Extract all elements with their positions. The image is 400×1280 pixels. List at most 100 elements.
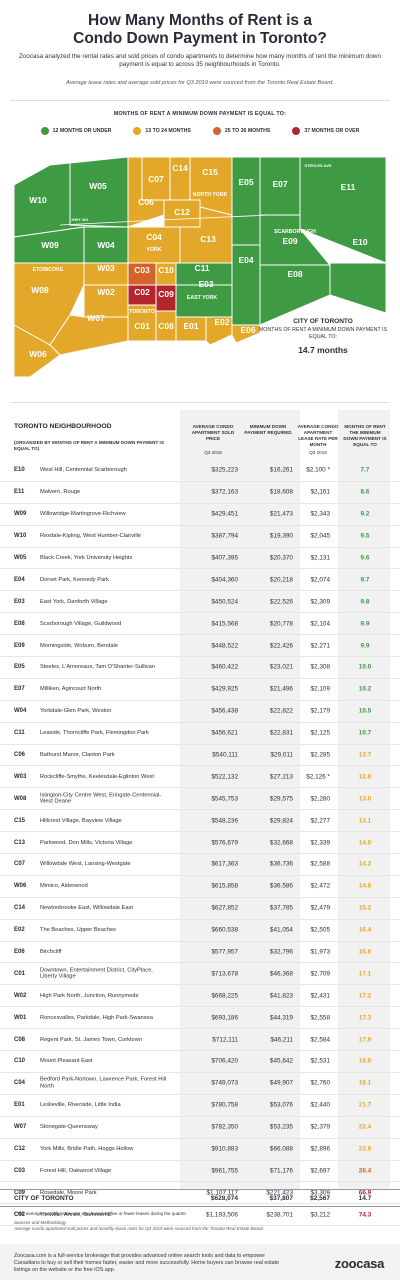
- row-months: 18.0: [358, 1057, 372, 1065]
- table-row: W07 Stonegate-Queensway $782,350 $53,235 $2,…: [0, 1117, 400, 1139]
- row-neighbourhood: Milliken, Agincourt North: [40, 686, 102, 693]
- row-neighbourhood: Downtown, Entertainment District, CityPl…: [40, 967, 153, 980]
- row-months: 9.6: [360, 554, 370, 562]
- map-label: W07: [87, 313, 105, 323]
- row-months: 16.6: [358, 948, 372, 956]
- row-down-payment: $27,213: [269, 773, 293, 781]
- map-label: E01: [183, 321, 198, 331]
- table-row: C03 Forest Hill, Oakwood Village $961,755 $…: [0, 1161, 400, 1183]
- row-neighbourhood: Newtonbrooke East, Willowdale East: [40, 905, 133, 912]
- row-neighbourhood: Willowridge-Martingrove-Richview: [40, 511, 126, 518]
- row-neighbourhood: Yorkdale-Glen Park, Weston: [40, 708, 112, 715]
- divider: [10, 402, 390, 403]
- row-down-payment: $46,211: [270, 1036, 293, 1044]
- row-sold-price: $660,538: [211, 926, 238, 934]
- row-down-payment: $46,368: [269, 970, 293, 978]
- map-label: C15: [202, 167, 218, 177]
- map-label: C07: [148, 174, 164, 184]
- row-months: 9.9: [360, 642, 370, 650]
- row-months: 74.3: [358, 1211, 372, 1219]
- row-sold-price: $617,363: [211, 860, 238, 868]
- footer: Zoocasa.com is a full-service brokerage …: [0, 1244, 400, 1280]
- table-row: W05 Black Creek, York University Heights $…: [0, 548, 400, 570]
- row-months: 17.2: [358, 992, 372, 1000]
- header-sold-quarter: Q3 2019: [204, 450, 222, 455]
- row-down-payment: $29,575: [269, 795, 293, 803]
- row-lease-rate: $2,308: [310, 663, 330, 671]
- map-label: W09: [41, 240, 59, 250]
- row-code: E02: [14, 927, 25, 934]
- row-sold-price: $668,225: [211, 992, 238, 1000]
- city-name: CITY OF TORONTO: [293, 318, 353, 325]
- region-E02: [205, 316, 233, 346]
- row-months: 21.7: [358, 1101, 372, 1109]
- row-down-payment: $16,261: [269, 466, 293, 474]
- table-row: C02 Yorkville, Annex, Summerhill $1,193,50…: [0, 1204, 400, 1227]
- row-down-payment: $49,907: [269, 1079, 293, 1087]
- header-neighbourhood: TORONTO NEIGHBOURHOOD: [14, 423, 112, 430]
- row-sold-price: $522,132: [211, 773, 238, 781]
- row-code: C09: [14, 1189, 26, 1196]
- row-lease-rate: $2,109: [310, 685, 330, 693]
- row-down-payment: $221,423: [266, 1189, 293, 1197]
- row-code: E11: [14, 489, 25, 496]
- row-neighbourhood: Islington-City Centre West, Eringate-Cen…: [40, 792, 162, 805]
- sources-text: Average condo apartment sold prices and …: [14, 1226, 264, 1231]
- row-code: W05: [14, 555, 27, 561]
- legend-item: 13 TO 24 MONTHS: [133, 127, 191, 135]
- map-label: E09: [282, 236, 297, 246]
- legend-swatch: [292, 127, 301, 135]
- row-down-payment: $66,088: [269, 1145, 293, 1153]
- row-months: 12.7: [358, 751, 372, 759]
- row-lease-rate: $2,472: [310, 882, 330, 890]
- title-line-1: How Many Months of Rent is a: [88, 12, 312, 29]
- map-label: C06: [138, 197, 154, 207]
- table-row: E03 East York, Danforth Village $450,524 $2…: [0, 591, 400, 614]
- footnote-asterisk: * The average monthly lease rate was bas…: [14, 1211, 188, 1216]
- table-row: C07 Willowdale West, Lansing-Westgate $617…: [0, 854, 400, 876]
- total-months: 14.7: [358, 1195, 372, 1202]
- row-code: C06: [14, 752, 26, 759]
- legend-label: 12 MONTHS OR UNDER: [52, 128, 112, 134]
- row-down-payment: $18,608: [269, 488, 293, 496]
- map-label: C02: [134, 287, 150, 297]
- map-label: W02: [97, 287, 115, 297]
- table-row: W04 Yorkdale-Glen Park, Weston $456,438 $22…: [0, 701, 400, 723]
- row-lease-rate: $2,379: [310, 1123, 330, 1131]
- row-months: 22.4: [358, 1123, 372, 1131]
- region-E06: [231, 324, 261, 344]
- legend: 12 MONTHS OR UNDER 13 TO 24 MONTHS 25 TO 3…: [0, 127, 400, 135]
- row-sold-price: $712,111: [212, 1036, 238, 1044]
- row-months: 18.1: [358, 1079, 372, 1087]
- row-neighbourhood: Leaside, Thorncliffe Park, Flemingdon Pa…: [40, 729, 149, 736]
- row-months: 16.4: [358, 926, 372, 934]
- row-code: C12: [14, 1146, 26, 1153]
- row-neighbourhood: Parkwood, Don Mills, Victoria Village: [40, 839, 133, 846]
- row-months: 8.6: [360, 488, 370, 496]
- row-lease-rate: $2,440: [310, 1101, 330, 1109]
- row-months: 10.0: [358, 663, 372, 671]
- table-row: E11 Malvern, Rouge $372,163 $18,608 $2,161 8.…: [0, 482, 400, 504]
- map-label: E10: [352, 237, 367, 247]
- row-code: C11: [14, 730, 25, 737]
- row-neighbourhood: The Beaches, Upper Beaches: [40, 926, 116, 933]
- total-label: CITY OF TORONTO: [14, 1195, 74, 1202]
- map-label: E02: [214, 317, 229, 327]
- map-label: TORONTO: [129, 309, 155, 315]
- row-code: C14: [14, 905, 26, 912]
- header-lease-quarter: Q3 2019: [309, 450, 327, 455]
- row-sold-price: $749,073: [211, 1079, 238, 1087]
- total-down: $37,807: [269, 1195, 294, 1202]
- map-label: E06: [240, 325, 255, 335]
- row-neighbourhood: Morningside, Woburn, Bendale: [40, 642, 118, 649]
- map-label: C12: [174, 207, 190, 217]
- legend-label: 13 TO 24 MONTHS: [145, 128, 191, 134]
- map-label: W03: [97, 263, 115, 273]
- row-neighbourhood: Roncesvalles, Parkdale, High Park-Swanse…: [40, 1014, 153, 1021]
- header-down: MINIMUM DOWN PAYMENT REQUIRED: [244, 424, 292, 435]
- row-lease-rate: $2,277: [310, 817, 330, 825]
- row-code: C08: [14, 1036, 26, 1043]
- table-row: C01 Downtown, Entertainment District, Cit…: [0, 963, 400, 986]
- row-code: C10: [14, 1058, 26, 1065]
- map-label: W05: [89, 181, 107, 191]
